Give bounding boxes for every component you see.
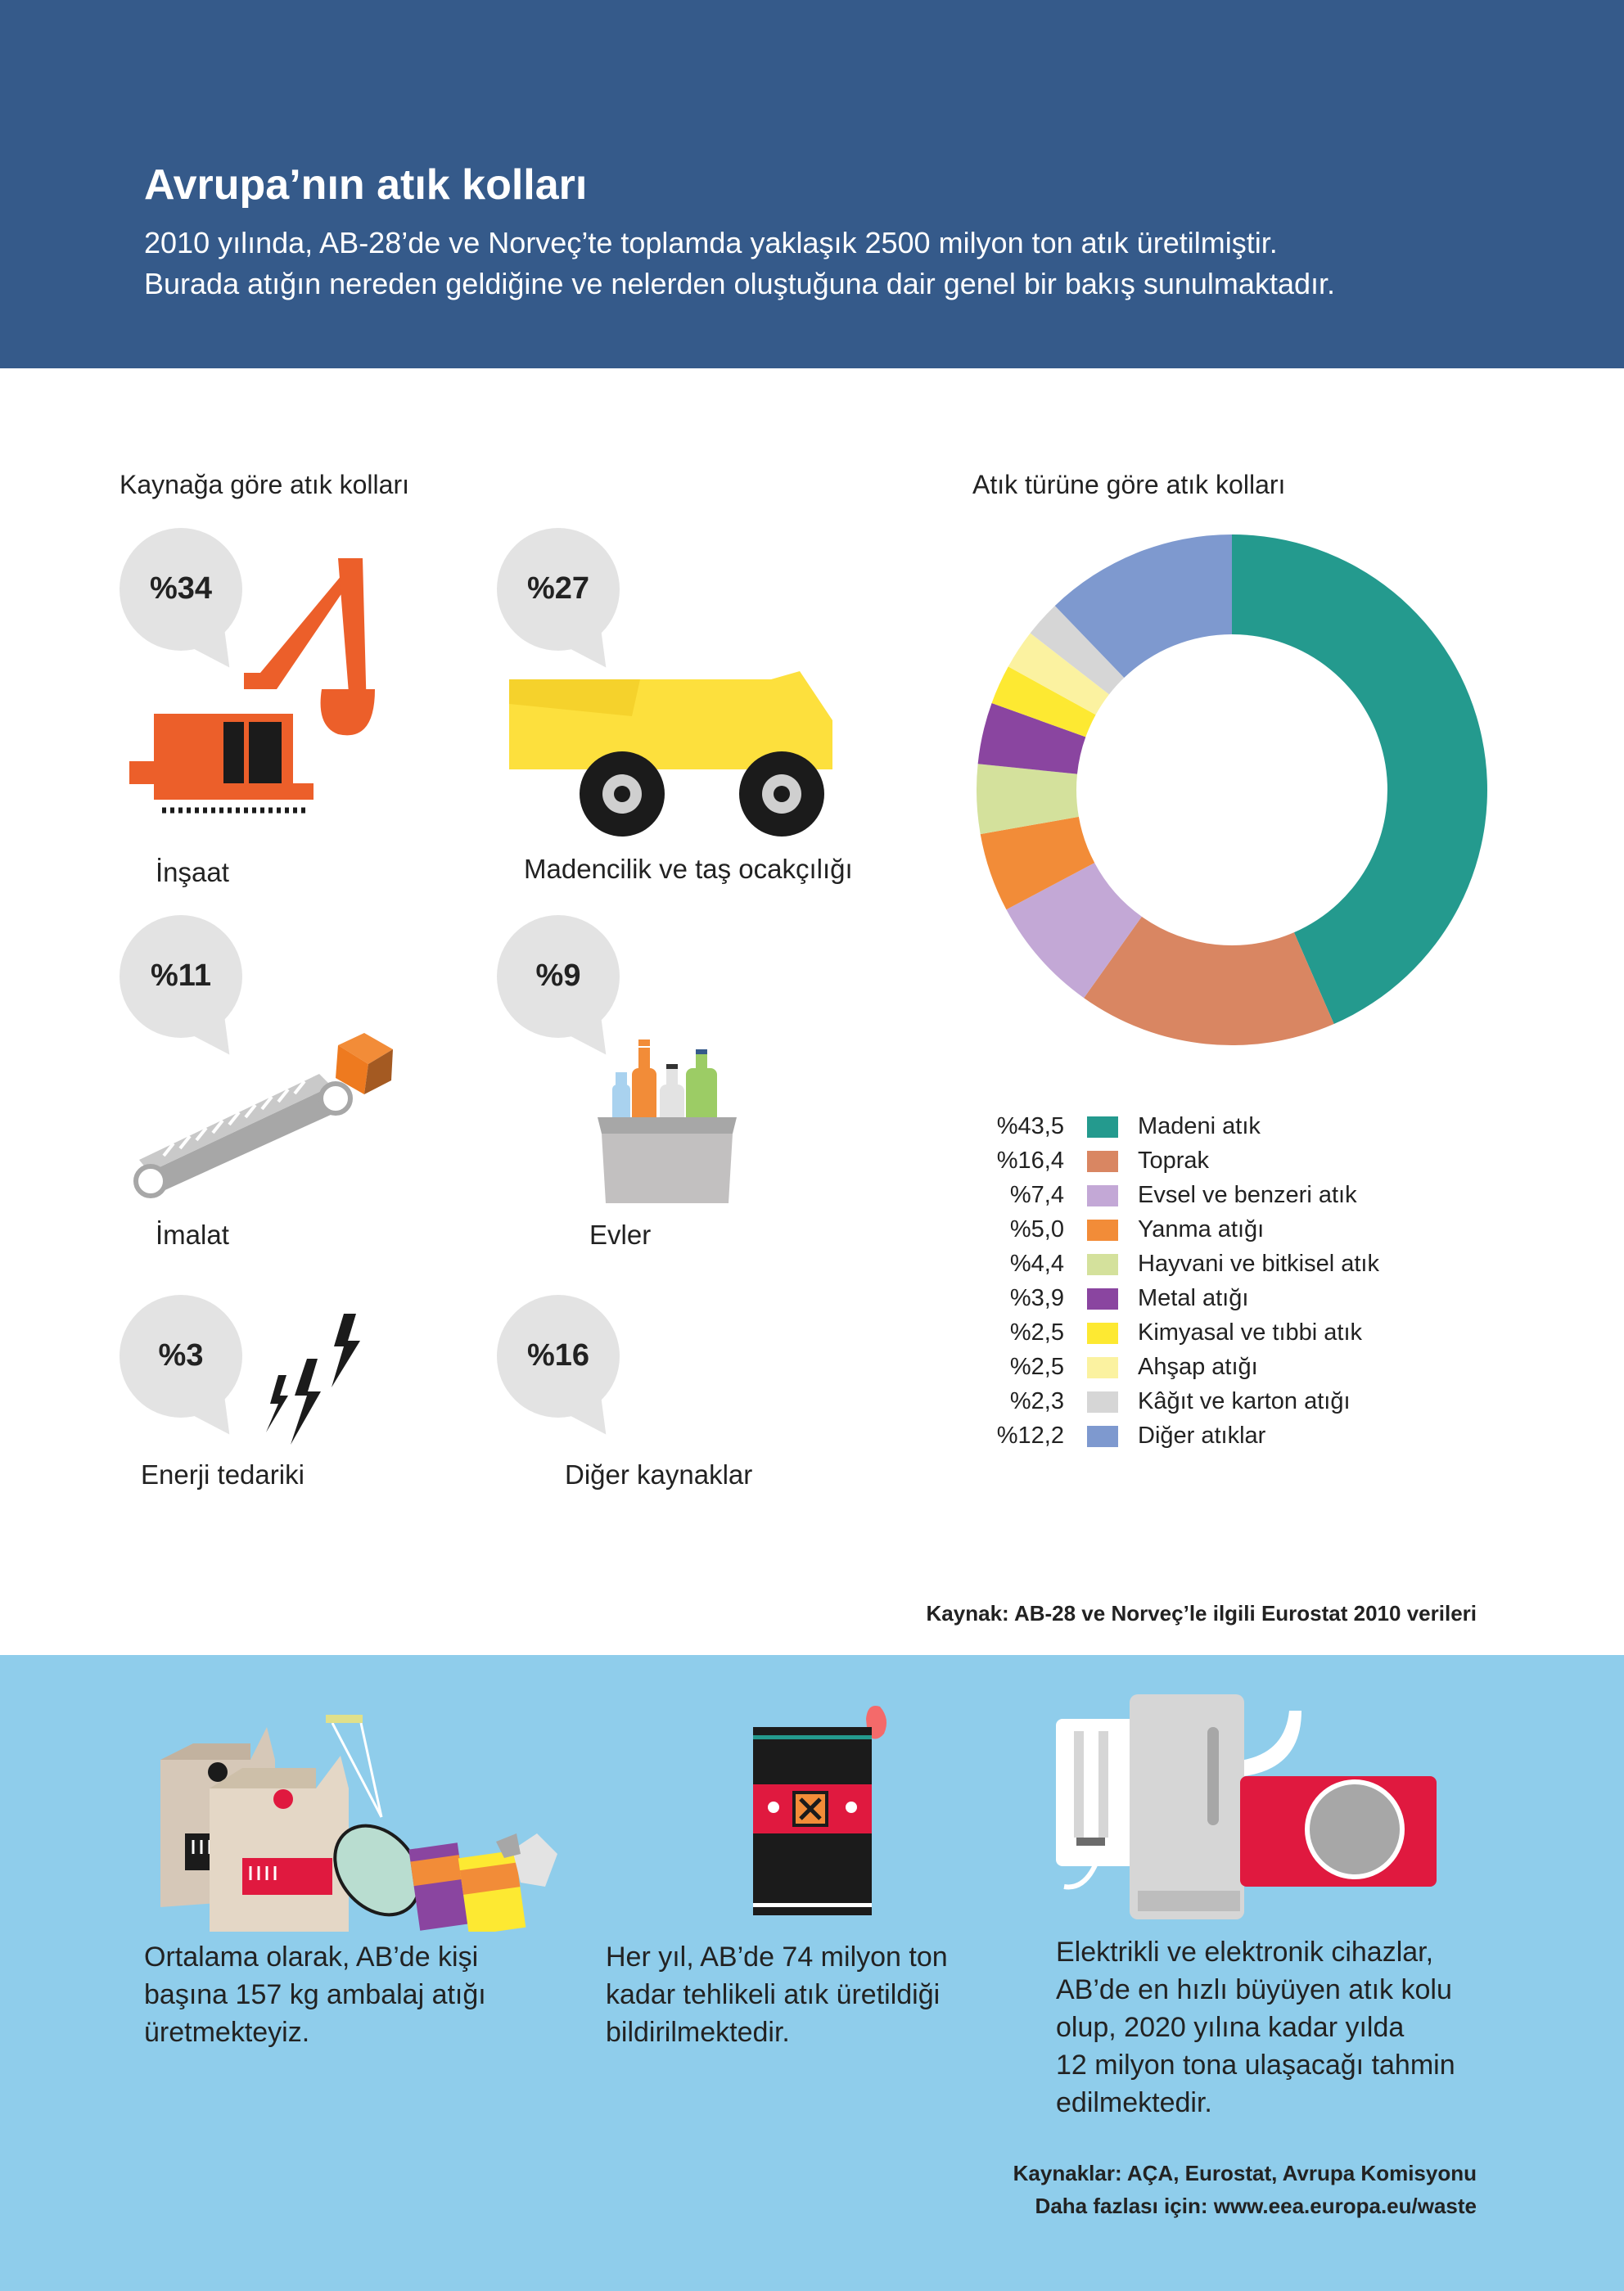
- legend-pct: %7,4: [1009, 1182, 1064, 1208]
- legend-swatch: [1087, 1185, 1118, 1206]
- electronic-devices-icon: [1056, 1694, 1437, 1919]
- fact-line: Her yıl, AB’de 74 milyon ton: [606, 1941, 948, 1973]
- legend-pct: %16,4: [996, 1148, 1064, 1174]
- donut-slice: [1008, 633, 1109, 715]
- bubble: [497, 528, 620, 651]
- fact-hazardous: Her yıl, AB’de 74 milyon ton kadar tehli…: [606, 1938, 948, 2051]
- footer-sources: Kaynaklar: AÇA, Eurostat, Avrupa Komisyo…: [1013, 2161, 1477, 2185]
- source-pct-other: %16: [526, 1338, 590, 1373]
- fact-line: edilmektedir.: [1056, 2087, 1212, 2118]
- donut-slice: [1054, 534, 1232, 679]
- legend-pct: %3,9: [1009, 1285, 1064, 1311]
- legend-pct: %5,0: [1009, 1216, 1064, 1242]
- fact-packaging: Ortalama olarak, AB’de kişi başına 157 k…: [144, 1938, 486, 2051]
- bubble: [120, 1295, 242, 1418]
- legend-label: Ahşap atığı: [1138, 1354, 1258, 1380]
- header-banner: [0, 0, 1624, 368]
- legend-pct: %12,2: [996, 1423, 1064, 1449]
- legend-pct: %43,5: [996, 1113, 1064, 1139]
- legend-swatch: [1087, 1220, 1118, 1241]
- legend-swatch: [1087, 1254, 1118, 1275]
- source-pct-construction: %34: [149, 571, 213, 606]
- legend-label: Kimyasal ve tıbbi atık: [1138, 1319, 1362, 1346]
- page-title: Avrupa’nın atık kolları: [144, 161, 588, 209]
- fact-line: üretmekteyiz.: [144, 2017, 310, 2048]
- legend-label: Evsel ve benzeri atık: [1138, 1182, 1357, 1208]
- conveyor-belt-icon: [133, 1033, 393, 1198]
- legend-swatch: [1087, 1323, 1118, 1344]
- fact-line: AB’de en hızlı büyüyen atık kolu: [1056, 1974, 1452, 2005]
- legend-label: Diğer atıklar: [1138, 1423, 1266, 1449]
- donut-slice: [991, 666, 1096, 737]
- donut-slice: [1084, 916, 1334, 1045]
- legend-label: Hayvani ve bitkisel atık: [1138, 1251, 1379, 1277]
- legend-label: Yanma atığı: [1138, 1216, 1265, 1242]
- source-label-construction: İnşaat: [156, 857, 229, 887]
- legend-label: Madeni atık: [1138, 1113, 1261, 1139]
- lightning-icon: [266, 1314, 360, 1445]
- footer-more-info: Daha fazlası için: www.eea.europa.eu/was…: [1035, 2194, 1477, 2218]
- legend-label: Kâğıt ve karton atığı: [1138, 1388, 1351, 1414]
- donut-slice: [977, 764, 1079, 835]
- bubble: [497, 1295, 620, 1418]
- donut-slice: [977, 702, 1086, 774]
- legend-label: Metal atığı: [1138, 1285, 1249, 1311]
- legend-pct: %2,3: [1009, 1388, 1064, 1414]
- household-bin-icon: [598, 1040, 737, 1203]
- fact-line: 12 milyon tona ulaşacağı tahmin: [1056, 2050, 1455, 2081]
- source-label-mining: Madencilik ve taş ocakçılığı: [524, 854, 853, 884]
- legend-pct: %2,5: [1009, 1319, 1064, 1346]
- dump-truck-icon: [509, 671, 832, 837]
- source-pct-energy: %3: [158, 1338, 204, 1373]
- excavator-icon: [129, 558, 375, 814]
- fact-line: bildirilmektedir.: [606, 2017, 790, 2048]
- fact-line: Ortalama olarak, AB’de kişi: [144, 1941, 479, 1973]
- waste-type-donut-chart: [977, 534, 1487, 1045]
- fact-line: Elektrikli ve elektronik cihazlar,: [1056, 1937, 1434, 1968]
- fact-line: kadar tehlikeli atık üretildiği: [606, 1979, 941, 2010]
- legend-swatch: [1087, 1151, 1118, 1172]
- fact-electronics: Elektrikli ve elektronik cihazlar, AB’de…: [1056, 1933, 1455, 2122]
- by-type-title: Atık türüne göre atık kolları: [972, 470, 1286, 499]
- bubble: [120, 528, 242, 651]
- legend-swatch: [1087, 1426, 1118, 1447]
- donut-slice: [1006, 863, 1142, 999]
- legend-swatch: [1087, 1116, 1118, 1138]
- legend-swatch: [1087, 1391, 1118, 1413]
- legend-pct: %4,4: [1009, 1251, 1064, 1277]
- donut-slice: [1232, 534, 1487, 1024]
- legend-label: Toprak: [1138, 1148, 1210, 1174]
- bubble: [120, 915, 242, 1038]
- legend-pct: %2,5: [1009, 1354, 1064, 1380]
- subtitle-line-1: 2010 yılında, AB-28’de ve Norveç’te topl…: [144, 226, 1278, 259]
- subtitle-line-2: Burada atığın nereden geldiğine ve neler…: [144, 267, 1335, 300]
- source-note: Kaynak: AB-28 ve Norveç’le ilgili Eurost…: [926, 1601, 1477, 1626]
- source-pct-mining: %27: [526, 571, 590, 606]
- packaging-waste-icon: [160, 1715, 557, 1932]
- source-pct-manufacturing: %11: [151, 958, 211, 993]
- donut-slice: [1030, 606, 1125, 695]
- source-pct-households: %9: [535, 958, 581, 993]
- hazardous-barrel-icon: [753, 1706, 887, 1915]
- source-label-energy: Enerji tedariki: [141, 1459, 304, 1490]
- fact-line: başına 157 kg ambalaj atığı: [144, 1979, 486, 2010]
- legend-swatch: [1087, 1288, 1118, 1310]
- page-subtitle: 2010 yılında, AB-28’de ve Norveç’te topl…: [144, 223, 1536, 304]
- source-label-other: Diğer kaynaklar: [565, 1459, 753, 1490]
- by-source-title: Kaynağa göre atık kolları: [120, 470, 409, 499]
- legend-swatch: [1087, 1357, 1118, 1378]
- source-label-manufacturing: İmalat: [156, 1220, 229, 1250]
- chart-legend: %43,5 Madeni atık %16,4 Toprak %7,4 Evsel ve …: [958, 1113, 1449, 1457]
- fact-line: olup, 2020 yılına kadar yılda: [1056, 2012, 1405, 2043]
- bubble: [497, 915, 620, 1038]
- source-label-households: Evler: [589, 1220, 652, 1250]
- donut-slice: [980, 816, 1095, 910]
